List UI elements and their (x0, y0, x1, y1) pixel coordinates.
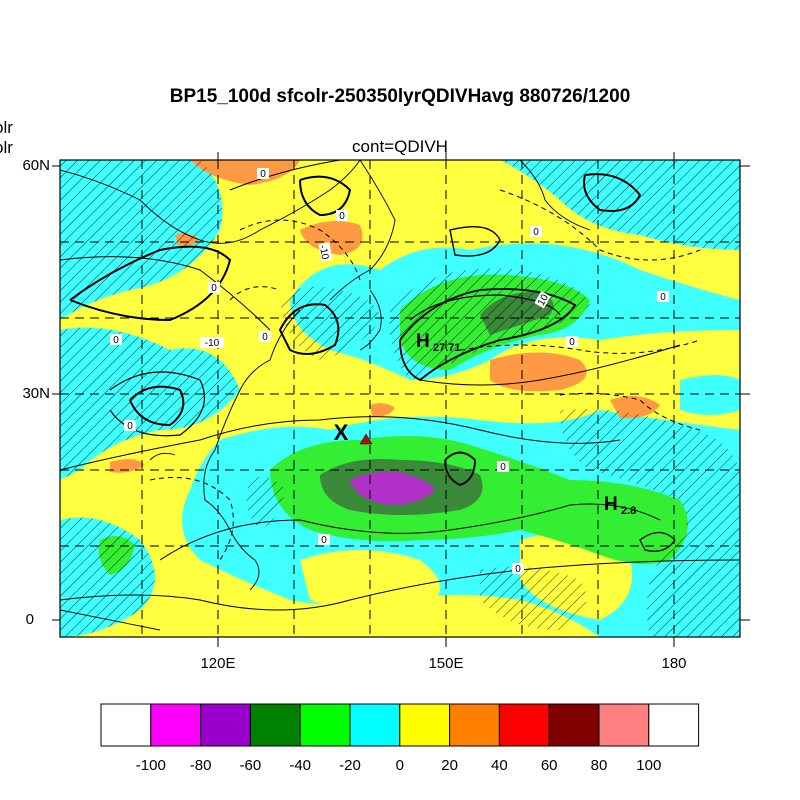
colorbar-box (449, 703, 500, 747)
contour-label: 0 (113, 335, 119, 346)
gridlines (60, 160, 740, 637)
high-value: 27.71 (433, 342, 461, 354)
contour-label: 0 (339, 211, 345, 222)
contour-label: 0 (262, 332, 268, 343)
colorbar-label: -80 (189, 757, 212, 774)
coastlines (60, 160, 591, 631)
high-letter: H (416, 331, 430, 352)
colorbar-box (598, 703, 650, 747)
colorbar-label: -20 (339, 757, 361, 774)
contour-label: 0 (515, 564, 521, 575)
colorbar-box (100, 703, 152, 747)
x-tick-label: 120E (200, 655, 236, 672)
contour-label: 0 (260, 169, 266, 180)
contour-label: 0 (533, 227, 539, 238)
high-label-2: H 2.8 (604, 494, 636, 517)
colorbar-box (249, 703, 301, 747)
x-marker: X (334, 420, 349, 445)
colorbar-box (150, 703, 202, 747)
contour-label: 0 (500, 462, 506, 473)
y-tick-label: 60N (22, 157, 50, 174)
colorbar-box (498, 703, 550, 747)
contour-lines (60, 160, 740, 611)
cyan-east-spot (680, 375, 740, 415)
high-value: 2.8 (621, 505, 636, 517)
colorbar-box (399, 703, 451, 747)
high-letter: H (604, 494, 618, 515)
left-label-1: olr (0, 118, 13, 137)
colorbar-box (200, 703, 251, 747)
colorbar-label: 80 (590, 757, 608, 774)
contour-label: 0 (569, 337, 575, 348)
colorbar-label: -40 (289, 757, 312, 774)
map-field (60, 160, 740, 637)
colorbar-label: 60 (540, 757, 558, 774)
colorbar-box (548, 703, 600, 747)
triangle-marker (359, 433, 373, 445)
colorbar-label: -60 (239, 757, 262, 774)
x-tick-label: 150E (428, 655, 464, 672)
high-label-1: H 27.71 (416, 331, 461, 354)
y-tick-label: 30N (22, 385, 50, 402)
colorbar-label: 0 (395, 757, 404, 774)
contour-label: 10 (536, 292, 551, 308)
colorbar-label: 20 (441, 757, 458, 774)
colorbar-label: -100 (135, 757, 166, 774)
contour-label: 0 (660, 292, 666, 303)
colorbar-label: 40 (491, 757, 508, 774)
map-frame (59, 159, 741, 638)
colorbar (100, 703, 700, 747)
contour-label: 0 (211, 283, 217, 294)
field-magenta (350, 471, 435, 505)
colorbar-box (349, 703, 401, 747)
chart-title: BP15_100d sfcolr-250350lyrQDIVHavg 88072… (169, 86, 631, 107)
contour-label: 0 (127, 421, 133, 432)
contour-label: -10 (317, 244, 330, 261)
chart-subtitle: cont=QDIVH (352, 137, 448, 156)
x-tick-label: 180 (661, 655, 687, 672)
contour-labels-group: 0 0 0 0 0 0 0 0 0 0 0 0 -10 -10 10 (110, 168, 669, 575)
contour-label: 0 (321, 535, 327, 546)
y-tick-label: 0 (25, 611, 34, 628)
left-label-2: olr (0, 138, 13, 157)
colorbar-label: 100 (636, 757, 662, 774)
field-orange (110, 160, 660, 473)
colorbar-box (299, 703, 351, 747)
axis-ticks (52, 152, 750, 647)
contour-label: -10 (205, 338, 220, 349)
colorbar-box (648, 703, 700, 747)
